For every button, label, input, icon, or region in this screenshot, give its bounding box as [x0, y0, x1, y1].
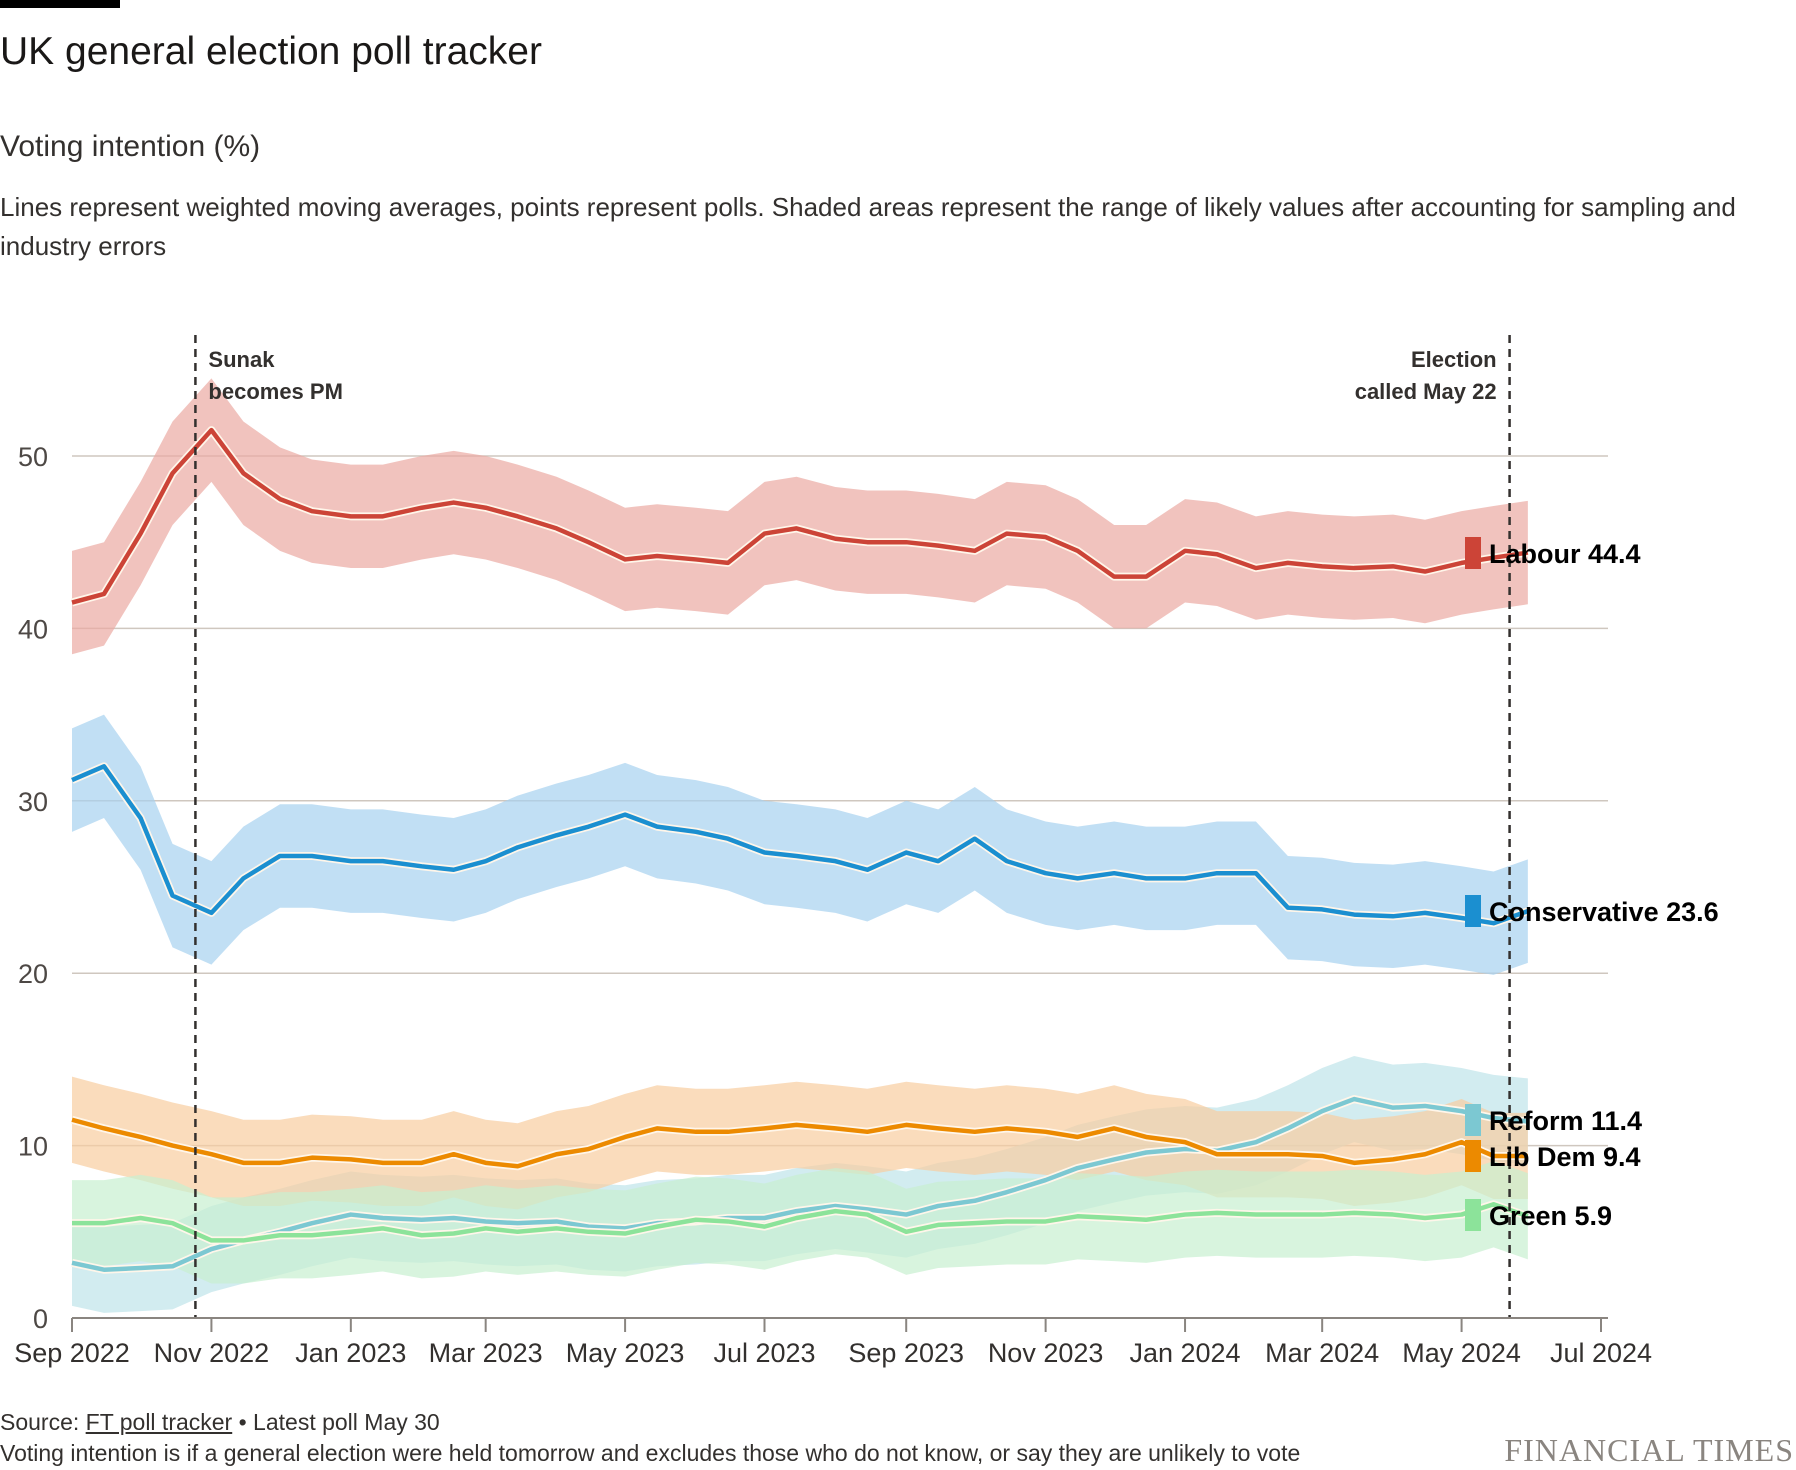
ft-logo: FINANCIAL TIMES [1504, 1432, 1794, 1468]
legend-label-reform: Reform 11.4 [1489, 1106, 1642, 1136]
legend-label-green: Green 5.9 [1489, 1201, 1612, 1231]
annotation-text: Sunak [208, 347, 275, 372]
axes: 0 10 20 30 40 50 Sep 2022 Nov 2022 Jan 2023 Mar 2… [14, 442, 1652, 1368]
x-tick-label: May 2024 [1402, 1338, 1521, 1368]
x-tick-label: Jul 2024 [1550, 1338, 1652, 1368]
annotation-text: called May 22 [1355, 379, 1497, 404]
page-title: UK general election poll tracker [0, 30, 542, 73]
x-tick-label: Nov 2023 [988, 1338, 1104, 1368]
y-tick-label: 50 [18, 442, 48, 472]
trend-lines [70, 426, 1530, 1274]
x-tick-label: Jan 2024 [1129, 1338, 1240, 1368]
y-tick-label: 40 [18, 614, 48, 644]
line-lib-dem [71, 1117, 1528, 1169]
line-reform [71, 1096, 1529, 1272]
source-prefix: Source: [0, 1409, 86, 1435]
x-tick-label: May 2023 [566, 1338, 685, 1368]
line-green [72, 1201, 1529, 1243]
annotation-text: becomes PM [208, 379, 343, 404]
chart-description: Lines represent weighted moving averages… [0, 192, 1736, 261]
annotation-text: Election [1411, 347, 1497, 372]
legend-swatch-labour [1465, 537, 1481, 569]
x-tick-label: Mar 2024 [1265, 1338, 1379, 1368]
line-labour [71, 427, 1529, 605]
legend-swatch-conservative [1465, 895, 1481, 927]
x-tick-label: Jul 2023 [713, 1338, 815, 1368]
annotations: Sunak becomes PM Election called May 22 [194, 335, 1511, 1318]
legend-swatch-green [1465, 1199, 1481, 1231]
latest-poll: • Latest poll May 30 [232, 1409, 440, 1435]
y-tick-label: 20 [18, 959, 48, 989]
chart-subtitle: Voting intention (%) [0, 130, 261, 163]
source-link[interactable]: FT poll tracker [85, 1409, 233, 1435]
footnote: Voting intention is if a general electio… [0, 1440, 1301, 1466]
x-tick-label: Sep 2023 [848, 1338, 964, 1368]
legend-label-conservative: Conservative 23.6 [1489, 897, 1719, 927]
band-green [72, 1161, 1528, 1284]
y-tick-label: 0 [33, 1304, 48, 1334]
legend-swatch-reform [1465, 1104, 1481, 1136]
x-tick-label: Mar 2023 [429, 1338, 543, 1368]
y-tick-label: 10 [18, 1132, 48, 1162]
line-conservative [71, 764, 1529, 926]
x-tick-label: Sep 2022 [14, 1338, 130, 1368]
source-line: Source: FT poll tracker • Latest poll Ma… [0, 1409, 440, 1436]
uncertainty-bands [72, 378, 1528, 1313]
end-labels: Labour 44.4 Conservative 23.6 Reform 11.4 L… [1465, 537, 1719, 1231]
y-tick-label: 30 [18, 787, 48, 817]
band-conservative [72, 714, 1528, 975]
legend-swatch-lib-dem [1465, 1140, 1481, 1172]
brand-bar [0, 0, 120, 8]
legend-label-labour: Labour 44.4 [1489, 539, 1641, 569]
x-tick-label: Jan 2023 [295, 1338, 406, 1368]
band-labour [72, 378, 1528, 655]
x-tick-label: Nov 2022 [154, 1338, 270, 1368]
legend-label-lib-dem: Lib Dem 9.4 [1489, 1142, 1641, 1172]
